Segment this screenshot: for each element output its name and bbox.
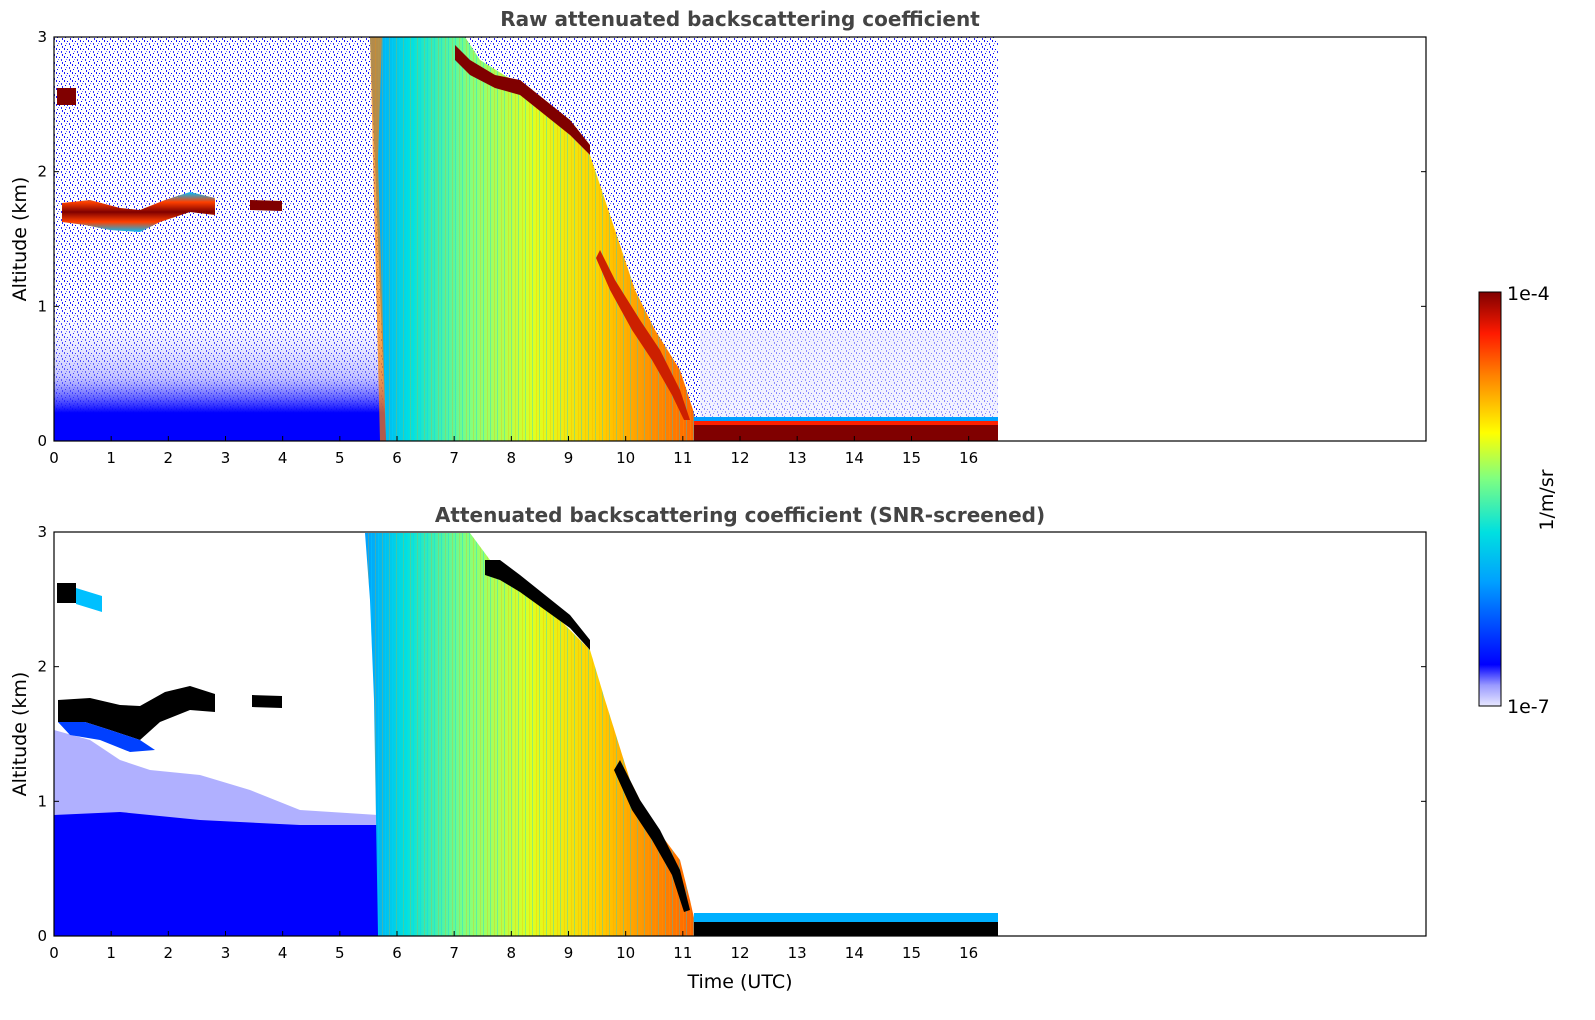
column-left-edge [370,37,386,441]
cloud-layer-2.6km [57,88,76,105]
cloud-layer-1.75km-screened [252,695,282,708]
x-tick-label: 5 [335,944,345,962]
x-tick-label: 8 [507,449,517,467]
x-tick-label: 6 [392,944,402,962]
x-tick-label: 4 [278,449,288,467]
precip-column-streaks [370,37,700,441]
cloud-top-descent [455,45,590,155]
cloud-layer-1.7km-screened [58,686,215,740]
x-tick-label: 16 [959,944,978,962]
surface-layer-screened-core [694,922,998,936]
x-tick-label: 13 [788,944,807,962]
x-tick-label: 9 [564,449,574,467]
panel-screened: Attenuated backscattering coefficient (S… [9,503,1427,993]
x-tick-label: 12 [730,449,749,467]
cloud-layer-1.75km [250,200,282,211]
y-tick-label: 1 [37,297,47,315]
x-tick-label: 2 [164,449,174,467]
panel-raw-heatmap [54,37,998,441]
x-tick-label: 15 [902,944,921,962]
colorbar-unit-label: 1/m/sr [1536,469,1558,530]
x-tick-label: 5 [335,449,345,467]
x-tick-label: 4 [278,944,288,962]
surface-layer-screened [694,913,998,922]
panel-raw: Raw attenuated backscattering coefficien… [9,7,1427,467]
cloud-layer-2.6km-screened [57,583,76,603]
colorbar-gradient [1478,291,1502,707]
panel-raw-title: Raw attenuated backscattering coefficien… [500,7,980,31]
x-tick-label: 14 [845,944,864,962]
surface-layer [694,417,998,424]
panel-screened-ylabel: Altitude (km) [9,672,31,797]
boundary-layer [54,300,386,441]
x-tick-label: 11 [673,944,692,962]
y-tick-label: 2 [37,163,47,181]
y-tick-label: 2 [37,658,47,676]
x-tick-label: 0 [49,449,59,467]
colorbar-max-label: 1e-4 [1507,283,1550,305]
cloud-layer-2.6km-halo [76,588,102,612]
panel-raw-ylabel: Altitude (km) [9,177,31,302]
colorbar-min-label: 1e-7 [1507,696,1550,718]
colorbar: 1e-4 1e-7 1/m/sr [1478,283,1558,718]
x-tick-label: 6 [392,449,402,467]
x-tick-label: 7 [449,449,459,467]
panel-screened-title: Attenuated backscattering coefficient (S… [435,503,1045,527]
x-axis-label: Time (UTC) [686,971,792,993]
x-tick-label: 11 [673,449,692,467]
x-tick-label: 0 [49,944,59,962]
panel-screened-yticks: 0 1 2 3 [37,523,1426,945]
panel-screened-heatmap [54,533,998,936]
x-tick-label: 14 [845,449,864,467]
y-tick-label: 0 [37,927,47,945]
y-tick-label: 3 [37,28,47,46]
cloud-top-descent-screened [485,560,590,650]
cloud-layer-1.7km [62,192,215,232]
y-tick-label: 3 [37,523,47,541]
x-tick-label: 12 [730,944,749,962]
panel-raw-xticks: 0 1 2 3 4 5 6 7 8 9 10 11 12 13 14 15 16 [49,436,978,467]
x-tick-label: 3 [221,944,231,962]
x-tick-label: 10 [616,944,635,962]
boundary-layer-core [54,812,378,936]
cloud-layer-1.7km-halo [58,722,155,752]
x-tick-label: 13 [788,449,807,467]
x-tick-label: 16 [959,449,978,467]
y-tick-label: 0 [37,432,47,450]
surface-layer-core [694,424,998,441]
y-tick-label: 1 [37,792,47,810]
cloud-base-decline-screened [614,760,690,912]
cloud-base-decline [596,250,690,420]
x-tick-label: 2 [164,944,174,962]
x-tick-label: 8 [507,944,517,962]
panel-screened-xticks: 0 1 2 3 4 5 6 7 8 9 10 11 12 13 14 15 16 [49,931,978,962]
x-tick-label: 9 [564,944,574,962]
panel-raw-yticks: 0 1 2 3 [37,28,1426,450]
x-tick-label: 15 [902,449,921,467]
x-tick-label: 10 [616,449,635,467]
x-tick-label: 3 [221,449,231,467]
x-tick-label: 1 [106,449,116,467]
x-tick-label: 1 [106,944,116,962]
surface-layer-edge [694,421,998,425]
x-tick-label: 7 [449,944,459,962]
precip-column-screened-streaks [365,533,698,936]
